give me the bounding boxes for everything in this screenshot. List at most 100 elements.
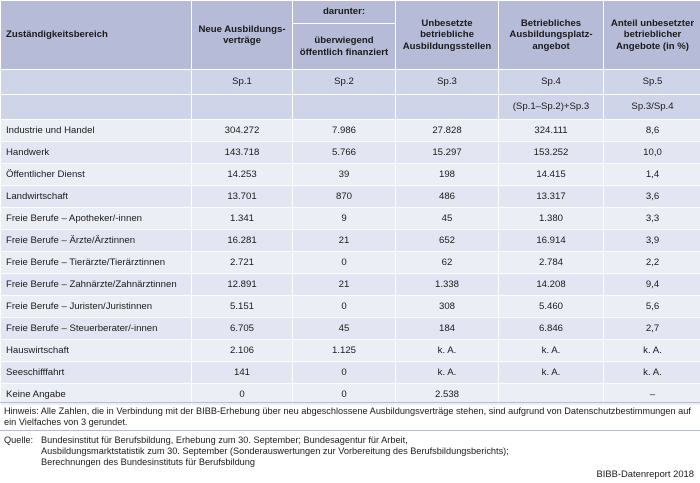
cell-sp5: k. A.	[604, 340, 700, 361]
row-label: Freie Berufe – Tierärzte/Tierärztinnen	[1, 252, 191, 273]
separator-line-2	[0, 430, 700, 431]
cell-sp3: 62	[396, 252, 498, 273]
table-row: Freie Berufe – Apotheker/-innen 1.341 9 45 1…	[1, 208, 700, 229]
table-row: Landwirtschaft 13.701 870 486 13.317 3,6	[1, 186, 700, 207]
header-oeffentlich-finanziert: überwiegend öffentlich finanziert	[293, 24, 395, 69]
footer-bibb-datenreport: BIBB-Datenreport 2018	[596, 468, 694, 479]
cell-sp4: 5.460	[499, 296, 603, 317]
header-formel-1	[192, 95, 292, 119]
cell-sp3: 15.297	[396, 142, 498, 163]
header-spalte-5: Sp.5	[604, 70, 700, 94]
header-spalte-4: Sp.4	[499, 70, 603, 94]
data-table: Zuständigkeitsbereich Neue Ausbildungs- …	[0, 0, 700, 406]
cell-sp2: 870	[293, 186, 395, 207]
header-spalte-1: Sp.1	[192, 70, 292, 94]
quelle-line-1: Bundesinstitut für Berufsbildung, Erhebu…	[41, 435, 408, 445]
cell-sp2: 7.986	[293, 120, 395, 141]
header-formel-4: (Sp.1–Sp.2)+Sp.3	[499, 95, 603, 119]
cell-sp4: k. A.	[499, 340, 603, 361]
cell-sp1: 5.151	[192, 296, 292, 317]
quelle-line-3: Berechnungen des Bundesinstituts für Ber…	[41, 457, 256, 468]
cell-sp4: 14.208	[499, 274, 603, 295]
row-label: Freie Berufe – Apotheker/-innen	[1, 208, 191, 229]
row-label: Öffentlicher Dienst	[1, 164, 191, 185]
cell-sp2: 0	[293, 384, 395, 405]
header-anteil-unbesetzt: Anteil unbesetzter betrieblicher Angebot…	[604, 1, 700, 69]
header-spacer	[1, 70, 191, 94]
cell-sp4: 153.252	[499, 142, 603, 163]
separator-line	[0, 402, 700, 403]
cell-sp3: 184	[396, 318, 498, 339]
table-row: Freie Berufe – Juristen/Juristinnen 5.151…	[1, 296, 700, 317]
cell-sp4: 16.914	[499, 230, 603, 251]
table-row: Industrie und Handel 304.272 7.986 27.828 32…	[1, 120, 700, 141]
header-spalte-3: Sp.3	[396, 70, 498, 94]
cell-sp1: 16.281	[192, 230, 292, 251]
row-label: Freie Berufe – Steuerberater/-innen	[1, 318, 191, 339]
cell-sp1: 2.721	[192, 252, 292, 273]
cell-sp4: 6.846	[499, 318, 603, 339]
quelle-line-2: Ausbildungsmarktstatistik zum 30. Septem…	[41, 446, 509, 457]
cell-sp1: 12.891	[192, 274, 292, 295]
row-label: Keine Angabe	[1, 384, 191, 405]
cell-sp5: 10,0	[604, 142, 700, 163]
cell-sp1: 2.106	[192, 340, 292, 361]
table-row: Freie Berufe – Zahnärzte/Zahnärztinnen 12…	[1, 274, 700, 295]
cell-sp1: 0	[192, 384, 292, 405]
cell-sp5: 9,4	[604, 274, 700, 295]
cell-sp5: 1,4	[604, 164, 700, 185]
header-spalte-2: Sp.2	[293, 70, 395, 94]
table-row: Handwerk 143.718 5.766 15.297 153.252 10,0	[1, 142, 700, 163]
cell-sp4	[499, 384, 603, 405]
table-row: Freie Berufe – Ärzte/Ärztinnen 16.281 21 65…	[1, 230, 700, 251]
header-neue-vertraege: Neue Ausbildungs- verträge	[192, 1, 292, 69]
header-spacer-2	[1, 95, 191, 119]
header-formel-5: Sp.3/Sp.4	[604, 95, 700, 119]
row-label: Freie Berufe – Juristen/Juristinnen	[1, 296, 191, 317]
row-label: Landwirtschaft	[1, 186, 191, 207]
cell-sp5: 3,9	[604, 230, 700, 251]
table-row: Freie Berufe – Tierärzte/Tierärztinnen 2.…	[1, 252, 700, 273]
cell-sp4: k. A.	[499, 362, 603, 383]
table-row: Keine Angabe 0 0 2.538–	[1, 384, 700, 405]
cell-sp3: k. A.	[396, 362, 498, 383]
cell-sp4: 1.380	[499, 208, 603, 229]
cell-sp5: 8,6	[604, 120, 700, 141]
cell-sp2: 0	[293, 296, 395, 317]
cell-sp3: 486	[396, 186, 498, 207]
cell-sp5: 3,6	[604, 186, 700, 207]
cell-sp3: 45	[396, 208, 498, 229]
cell-sp5: –	[604, 384, 700, 405]
cell-sp3: 27.828	[396, 120, 498, 141]
row-label: Seeschifffahrt	[1, 362, 191, 383]
cell-sp5: 2,7	[604, 318, 700, 339]
cell-sp1: 14.253	[192, 164, 292, 185]
cell-sp2: 0	[293, 362, 395, 383]
cell-sp3: 2.538	[396, 384, 498, 405]
cell-sp3: 1.338	[396, 274, 498, 295]
header-zustaendigkeitsbereich: Zuständigkeitsbereich	[1, 1, 191, 69]
row-label: Handwerk	[1, 142, 191, 163]
row-label: Freie Berufe – Zahnärzte/Zahnärztinnen	[1, 274, 191, 295]
cell-sp2: 9	[293, 208, 395, 229]
cell-sp1: 6.705	[192, 318, 292, 339]
header-formel-2	[293, 95, 395, 119]
cell-sp5: 3,3	[604, 208, 700, 229]
cell-sp4: 13.317	[499, 186, 603, 207]
header-platzangebot: Betriebliches Ausbildungsplatz- angebot	[499, 1, 603, 69]
cell-sp4: 14.415	[499, 164, 603, 185]
cell-sp2: 21	[293, 230, 395, 251]
header-darunter: darunter:	[293, 1, 395, 23]
table-row: Seeschifffahrt 141 0 k. A. k. A. k. A.	[1, 362, 700, 383]
cell-sp1: 13.701	[192, 186, 292, 207]
cell-sp1: 141	[192, 362, 292, 383]
header-formel-3	[396, 95, 498, 119]
table-row: Hauswirtschaft 2.106 1.125 k. A. k. A. k. A.	[1, 340, 700, 361]
row-label: Freie Berufe – Ärzte/Ärztinnen	[1, 230, 191, 251]
cell-sp4: 2.784	[499, 252, 603, 273]
cell-sp2: 39	[293, 164, 395, 185]
cell-sp3: 198	[396, 164, 498, 185]
hinweis-text: Hinweis: Alle Zahlen, die in Verbindung …	[4, 406, 691, 428]
cell-sp2: 0	[293, 252, 395, 273]
cell-sp1: 304.272	[192, 120, 292, 141]
